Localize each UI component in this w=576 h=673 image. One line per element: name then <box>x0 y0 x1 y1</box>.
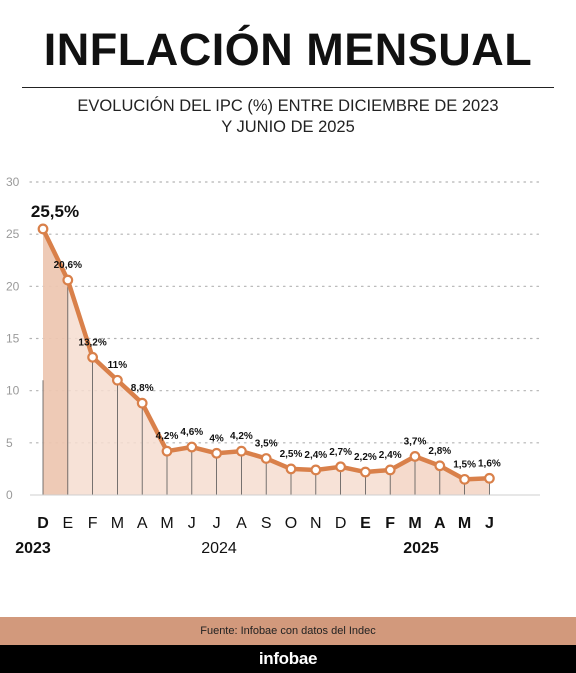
data-point <box>211 447 223 459</box>
data-label: 2,8% <box>428 446 451 457</box>
data-label: 2,7% <box>329 447 352 458</box>
x-tick-label: D <box>37 515 49 532</box>
data-point <box>62 274 74 286</box>
y-tick-label: 30 <box>6 175 20 189</box>
brand-logo: infobae <box>258 649 318 668</box>
data-label: 4% <box>209 433 224 444</box>
subtitle-line-1: EVOLUCIÓN DEL IPC (%) ENTRE DICIEMBRE DE… <box>77 97 499 115</box>
year-label: 2024 <box>201 540 237 557</box>
title-divider <box>22 87 554 88</box>
data-label: 2,4% <box>304 450 327 461</box>
data-label: 20,6% <box>54 260 82 271</box>
x-tick-label: F <box>385 515 395 532</box>
chart-title: INFLACIÓN MENSUAL <box>43 24 533 75</box>
data-point <box>285 463 297 475</box>
x-tick-label: M <box>111 515 124 532</box>
x-tick-label: M <box>160 515 173 532</box>
year-label: 2023 <box>15 540 51 557</box>
data-point <box>335 461 347 473</box>
x-tick-label: D <box>335 515 347 532</box>
data-point <box>459 473 471 485</box>
data-point <box>434 460 446 472</box>
data-point <box>37 223 49 235</box>
x-tick-label: J <box>485 515 494 532</box>
x-tick-label: M <box>408 515 421 532</box>
year-label: 2025 <box>403 540 439 557</box>
data-label: 4,2% <box>156 431 179 442</box>
brand-bar: infobae <box>0 645 576 673</box>
data-point <box>260 453 272 464</box>
data-point <box>235 445 247 457</box>
x-tick-label: O <box>285 515 297 532</box>
x-tick-label: A <box>236 515 247 532</box>
data-label: 2,2% <box>354 452 377 463</box>
data-point <box>360 466 371 478</box>
area-highlight <box>43 228 68 495</box>
y-tick-label: 10 <box>6 384 20 398</box>
data-label: 1,6% <box>478 458 501 469</box>
y-tick-label: 25 <box>6 227 20 241</box>
data-label: 3,7% <box>404 436 427 447</box>
data-point <box>111 374 123 386</box>
data-label: 11% <box>108 360 128 371</box>
x-tick-label: A <box>137 515 148 532</box>
data-point <box>384 464 396 476</box>
data-point <box>186 441 198 453</box>
data-label: 2,5% <box>280 449 303 460</box>
y-tick-label: 20 <box>6 279 20 293</box>
data-label: 4,6% <box>180 427 203 438</box>
data-label: 8,8% <box>131 383 154 394</box>
data-label: 1,5% <box>453 459 476 470</box>
x-tick-label: E <box>62 515 73 532</box>
y-tick-label: 0 <box>6 488 13 502</box>
data-label: 25,5% <box>31 202 79 221</box>
data-label: 4,2% <box>230 431 253 442</box>
data-label: 13,2% <box>78 337 106 348</box>
x-tick-label: J <box>213 515 221 532</box>
data-point <box>409 450 421 462</box>
data-label: 3,5% <box>255 438 278 449</box>
x-tick-label: M <box>458 515 471 532</box>
x-tick-label: F <box>88 515 98 532</box>
data-point <box>310 464 322 476</box>
data-point <box>87 351 98 363</box>
x-tick-label: J <box>188 515 196 532</box>
y-tick-label: 15 <box>6 332 20 346</box>
y-tick-label: 5 <box>6 436 13 450</box>
x-tick-label: N <box>310 515 322 532</box>
x-tick-label: S <box>261 515 272 532</box>
source-band: Fuente: Infobae con datos del Indec <box>0 617 576 645</box>
source-note: Fuente: Infobae con datos del Indec <box>200 625 376 637</box>
data-point <box>484 472 495 484</box>
subtitle-line-2: Y JUNIO DE 2025 <box>221 118 355 136</box>
data-label: 2,4% <box>379 450 402 461</box>
data-point <box>136 397 148 409</box>
data-point <box>161 445 173 457</box>
x-tick-label: E <box>360 515 371 532</box>
chart-subtitle: EVOLUCIÓN DEL IPC (%) ENTRE DICIEMBRE DE… <box>0 96 576 138</box>
x-tick-label: A <box>434 515 446 532</box>
